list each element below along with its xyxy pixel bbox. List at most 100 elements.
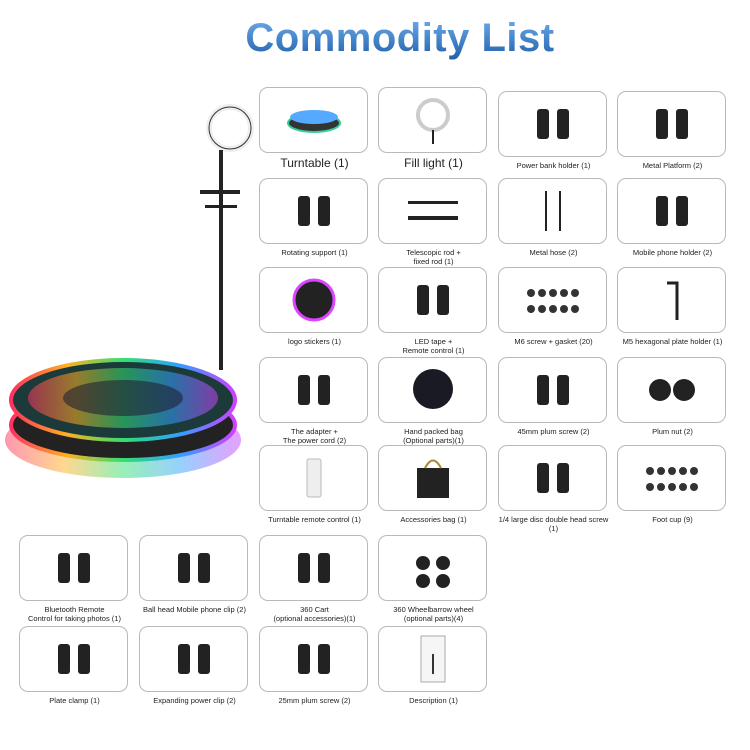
commodity-item: Foot cup (9) (617, 445, 728, 524)
commodity-item: 360 Wheelbarrow wheel (optional parts)(4… (378, 535, 489, 623)
phone-clip-icon (177, 553, 210, 583)
commodity-item: M6 screw + gasket (20) (498, 267, 609, 346)
screws-icon (526, 289, 579, 313)
wheels-icon (415, 556, 450, 588)
item-image (378, 626, 487, 692)
item-image (19, 535, 128, 601)
commodity-item: Plum nut (2) (617, 357, 728, 436)
item-label: Mobile phone holder (2) (632, 248, 713, 257)
commodity-item: 1/4 large disc double head screw (1) (498, 445, 609, 533)
item-image (259, 626, 368, 692)
item-label: Power bank holder (1) (516, 161, 591, 170)
item-image (259, 178, 368, 244)
plum-nut-icon (648, 379, 695, 401)
bt-remote-icon (57, 553, 90, 583)
item-label: Plate clamp (1) (49, 696, 100, 705)
hex-key-icon (666, 281, 678, 320)
item-image (498, 357, 607, 423)
item-image (378, 87, 487, 153)
item-label: Ball head Mobile phone clip (2) (143, 605, 246, 614)
commodity-item: Ball head Mobile phone clip (2) (139, 535, 250, 614)
commodity-item: Telescopic rod + fixed rod (1) (378, 178, 489, 266)
item-image (378, 535, 487, 601)
item-image (259, 87, 368, 153)
plate-clamp-icon (57, 644, 90, 674)
ball-head-icon (655, 109, 688, 139)
item-label: 360 Cart (optional accessories)(1) (273, 605, 356, 623)
item-label: Plum nut (2) (652, 427, 693, 436)
item-image (259, 267, 368, 333)
item-label: Hand packed bag (Optional parts)(1) (403, 427, 464, 445)
power-clip-icon (177, 644, 210, 674)
commodity-item: Metal hose (2) (498, 178, 609, 257)
ring-light-icon (415, 98, 450, 144)
commodity-item: 45mm plum screw (2) (498, 357, 609, 436)
disc-screw-icon (536, 463, 569, 493)
holder-icon (536, 109, 569, 139)
item-image (378, 178, 487, 244)
pole (219, 150, 223, 370)
commodity-item: Mobile phone holder (2) (617, 178, 728, 257)
item-image (498, 178, 607, 244)
round-bag-icon (412, 369, 453, 409)
commodity-item: Accessories bag (1) (378, 445, 489, 524)
item-label: The adapter + The power cord (2) (282, 427, 347, 445)
item-label: Foot cup (9) (652, 515, 693, 524)
commodity-item: The adapter + The power cord (2) (259, 357, 370, 445)
commodity-item: Plate clamp (1) (19, 626, 130, 705)
item-image (617, 267, 726, 333)
item-image (259, 445, 368, 511)
item-label: Description (1) (409, 696, 458, 705)
foot-cup-icon (645, 467, 698, 491)
adapter-icon (297, 375, 330, 405)
phone-holder-icon (655, 196, 688, 226)
photo-booth-image (5, 104, 254, 478)
led-tape-icon (416, 285, 449, 315)
item-label: Turntable remote control (1) (268, 515, 361, 524)
commodity-item: Metal Platform (2) (617, 91, 728, 170)
item-label: Bluetooth Remote Control for taking phot… (28, 605, 121, 623)
item-image (259, 357, 368, 423)
commodity-item: M5 hexagonal plate holder (1) (617, 267, 728, 346)
item-label: M5 hexagonal plate holder (1) (622, 337, 723, 346)
item-image (139, 535, 248, 601)
hose-icon (544, 191, 561, 231)
item-label: Accessories bag (1) (400, 515, 467, 524)
commodity-item: logo stickers (1) (259, 267, 370, 346)
item-label: 45mm plum screw (2) (517, 427, 590, 436)
item-image (617, 445, 726, 511)
item-image (617, 178, 726, 244)
manual-icon (420, 635, 445, 683)
item-label: 360 Wheelbarrow wheel (optional parts)(4… (393, 605, 474, 623)
commodity-item: Expanding power clip (2) (139, 626, 250, 705)
plum-screw-icon (297, 644, 330, 674)
commodity-item: Description (1) (378, 626, 489, 705)
item-image (498, 267, 607, 333)
commodity-item: Hand packed bag (Optional parts)(1) (378, 357, 489, 445)
plum-screw-icon (536, 375, 569, 405)
item-image (378, 267, 487, 333)
commodity-item: Power bank holder (1) (498, 91, 609, 170)
rods-icon (407, 201, 458, 220)
item-image (378, 357, 487, 423)
turntable-icon (286, 110, 341, 133)
item-label: Metal hose (2) (529, 248, 578, 257)
item-image (139, 626, 248, 692)
item-label: logo stickers (1) (288, 337, 341, 346)
commodity-item: Bluetooth Remote Control for taking phot… (19, 535, 130, 623)
item-label: Telescopic rod + fixed rod (1) (406, 248, 461, 266)
item-label: LED tape + Remote control (1) (402, 337, 465, 355)
item-label: Metal Platform (2) (642, 161, 703, 170)
commodity-item: Fill light (1) (378, 87, 489, 170)
item-label: M6 screw + gasket (20) (514, 337, 593, 346)
page-title: Commodity List (0, 16, 750, 61)
item-label: Turntable (1) (280, 156, 349, 170)
item-label: Rotating support (1) (281, 248, 348, 257)
remote-icon (306, 458, 321, 498)
item-image (617, 357, 726, 423)
commodity-item: LED tape + Remote control (1) (378, 267, 489, 355)
item-image (19, 626, 128, 692)
commodity-item: 25mm plum screw (2) (259, 626, 370, 705)
commodity-item: Rotating support (1) (259, 178, 370, 257)
item-label: 1/4 large disc double head screw (1) (498, 515, 609, 533)
